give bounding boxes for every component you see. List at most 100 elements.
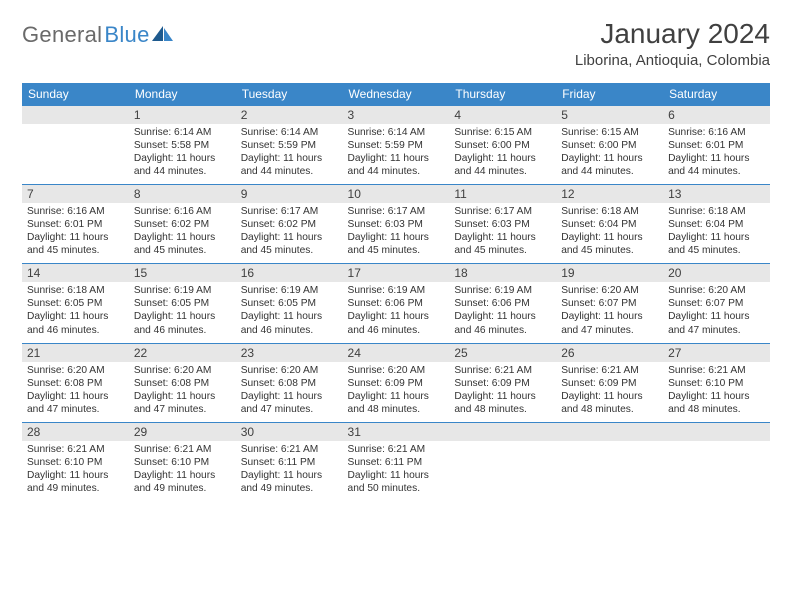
calendar-cell: 19Sunrise: 6:20 AMSunset: 6:07 PMDayligh…: [556, 264, 663, 343]
day-number: 18: [449, 264, 556, 282]
day-details: Sunrise: 6:21 AMSunset: 6:10 PMDaylight:…: [22, 441, 129, 501]
sunset-line: Sunset: 6:09 PM: [454, 378, 529, 389]
calendar-row: 14Sunrise: 6:18 AMSunset: 6:05 PMDayligh…: [22, 264, 770, 343]
sunrise-line: Sunrise: 6:20 AM: [241, 365, 319, 376]
day-number: 11: [449, 185, 556, 203]
sunset-line: Sunset: 6:09 PM: [348, 378, 423, 389]
daylight-line: Daylight: 11 hours and 44 minutes.: [348, 153, 429, 177]
daylight-line: Daylight: 11 hours and 45 minutes.: [27, 232, 108, 256]
sunrise-line: Sunrise: 6:17 AM: [241, 206, 319, 217]
weekday-header: Friday: [556, 83, 663, 106]
calendar-body: 1Sunrise: 6:14 AMSunset: 5:58 PMDaylight…: [22, 106, 770, 501]
brand-logo: General Blue: [22, 22, 174, 48]
day-details: [663, 441, 770, 501]
sunset-line: Sunset: 6:08 PM: [27, 378, 102, 389]
sunset-line: Sunset: 6:06 PM: [454, 298, 529, 309]
daylight-line: Daylight: 11 hours and 48 minutes.: [454, 391, 535, 415]
daylight-line: Daylight: 11 hours and 44 minutes.: [241, 153, 322, 177]
daylight-line: Daylight: 11 hours and 49 minutes.: [134, 470, 215, 494]
day-details: [449, 441, 556, 501]
sunset-line: Sunset: 6:04 PM: [561, 219, 636, 230]
weekday-header: Monday: [129, 83, 236, 106]
day-number: 8: [129, 185, 236, 203]
daylight-line: Daylight: 11 hours and 47 minutes.: [134, 391, 215, 415]
calendar-cell: 22Sunrise: 6:20 AMSunset: 6:08 PMDayligh…: [129, 343, 236, 422]
calendar-table: SundayMondayTuesdayWednesdayThursdayFrid…: [22, 83, 770, 501]
day-details: Sunrise: 6:19 AMSunset: 6:06 PMDaylight:…: [343, 282, 450, 342]
day-details: Sunrise: 6:20 AMSunset: 6:08 PMDaylight:…: [22, 362, 129, 422]
sunrise-line: Sunrise: 6:17 AM: [454, 206, 532, 217]
day-number: 23: [236, 344, 343, 362]
sunset-line: Sunset: 6:04 PM: [668, 219, 743, 230]
weekday-header: Saturday: [663, 83, 770, 106]
day-number: 30: [236, 423, 343, 441]
sunrise-line: Sunrise: 6:15 AM: [561, 127, 639, 138]
sunrise-line: Sunrise: 6:16 AM: [27, 206, 105, 217]
sunset-line: Sunset: 5:59 PM: [241, 140, 316, 151]
calendar-cell: 15Sunrise: 6:19 AMSunset: 6:05 PMDayligh…: [129, 264, 236, 343]
calendar-cell: 11Sunrise: 6:17 AMSunset: 6:03 PMDayligh…: [449, 185, 556, 264]
sunrise-line: Sunrise: 6:18 AM: [561, 206, 639, 217]
calendar-cell: 20Sunrise: 6:20 AMSunset: 6:07 PMDayligh…: [663, 264, 770, 343]
calendar-row: 21Sunrise: 6:20 AMSunset: 6:08 PMDayligh…: [22, 343, 770, 422]
weekday-header: Tuesday: [236, 83, 343, 106]
day-details: Sunrise: 6:18 AMSunset: 6:04 PMDaylight:…: [556, 203, 663, 263]
calendar-cell: 14Sunrise: 6:18 AMSunset: 6:05 PMDayligh…: [22, 264, 129, 343]
sunrise-line: Sunrise: 6:19 AM: [241, 285, 319, 296]
daylight-line: Daylight: 11 hours and 49 minutes.: [241, 470, 322, 494]
sunrise-line: Sunrise: 6:20 AM: [561, 285, 639, 296]
sunrise-line: Sunrise: 6:19 AM: [454, 285, 532, 296]
sunrise-line: Sunrise: 6:21 AM: [134, 444, 212, 455]
day-details: Sunrise: 6:14 AMSunset: 5:58 PMDaylight:…: [129, 124, 236, 184]
brand-sail-icon: [152, 26, 174, 42]
day-number: 14: [22, 264, 129, 282]
calendar-row: 7Sunrise: 6:16 AMSunset: 6:01 PMDaylight…: [22, 185, 770, 264]
sunset-line: Sunset: 6:00 PM: [454, 140, 529, 151]
calendar-cell: [556, 422, 663, 501]
sunset-line: Sunset: 6:08 PM: [241, 378, 316, 389]
sunrise-line: Sunrise: 6:21 AM: [668, 365, 746, 376]
sunset-line: Sunset: 6:03 PM: [348, 219, 423, 230]
daylight-line: Daylight: 11 hours and 47 minutes.: [27, 391, 108, 415]
day-details: Sunrise: 6:17 AMSunset: 6:02 PMDaylight:…: [236, 203, 343, 263]
header: General Blue January 2024 Liborina, Anti…: [22, 18, 770, 69]
sunset-line: Sunset: 6:00 PM: [561, 140, 636, 151]
daylight-line: Daylight: 11 hours and 46 minutes.: [27, 311, 108, 335]
daylight-line: Daylight: 11 hours and 47 minutes.: [241, 391, 322, 415]
daylight-line: Daylight: 11 hours and 48 minutes.: [348, 391, 429, 415]
daylight-line: Daylight: 11 hours and 48 minutes.: [561, 391, 642, 415]
day-number: 4: [449, 106, 556, 124]
sunset-line: Sunset: 6:05 PM: [241, 298, 316, 309]
day-details: Sunrise: 6:20 AMSunset: 6:07 PMDaylight:…: [663, 282, 770, 342]
day-details: Sunrise: 6:19 AM Sunset: 6:05 PM Daylight:…: [236, 282, 343, 342]
day-number: 6: [663, 106, 770, 124]
day-details: Sunrise: 6:15 AMSunset: 6:00 PMDaylight:…: [556, 124, 663, 184]
sunset-line: Sunset: 6:02 PM: [241, 219, 316, 230]
sunrise-line: Sunrise: 6:21 AM: [561, 365, 639, 376]
day-details: Sunrise: 6:18 AMSunset: 6:05 PMDaylight:…: [22, 282, 129, 342]
daylight-line: Daylight: 11 hours and 44 minutes.: [454, 153, 535, 177]
calendar-cell: 21Sunrise: 6:20 AMSunset: 6:08 PMDayligh…: [22, 343, 129, 422]
day-details: Sunrise: 6:18 AMSunset: 6:04 PMDaylight:…: [663, 203, 770, 263]
day-number: 28: [22, 423, 129, 441]
sunset-line: Sunset: 6:05 PM: [134, 298, 209, 309]
sunrise-line: Sunrise: 6:15 AM: [454, 127, 532, 138]
day-number: 3: [343, 106, 450, 124]
day-number: [22, 106, 129, 124]
day-details: Sunrise: 6:21 AMSunset: 6:10 PMDaylight:…: [663, 362, 770, 422]
sunset-line: Sunset: 6:02 PM: [134, 219, 209, 230]
daylight-line: Daylight: 11 hours and 46 minutes.: [241, 311, 322, 335]
day-details: Sunrise: 6:17 AMSunset: 6:03 PMDaylight:…: [449, 203, 556, 263]
day-number: 24: [343, 344, 450, 362]
daylight-line: Daylight: 11 hours and 49 minutes.: [27, 470, 108, 494]
sunrise-line: Sunrise: 6:16 AM: [668, 127, 746, 138]
day-number: 2: [236, 106, 343, 124]
calendar-cell: 12Sunrise: 6:18 AMSunset: 6:04 PMDayligh…: [556, 185, 663, 264]
calendar-header-row: SundayMondayTuesdayWednesdayThursdayFrid…: [22, 83, 770, 106]
day-details: [22, 124, 129, 184]
daylight-line: Daylight: 11 hours and 45 minutes.: [348, 232, 429, 256]
sunrise-line: Sunrise: 6:21 AM: [27, 444, 105, 455]
calendar-cell: 26Sunrise: 6:21 AMSunset: 6:09 PMDayligh…: [556, 343, 663, 422]
day-details: Sunrise: 6:16 AMSunset: 6:01 PMDaylight:…: [22, 203, 129, 263]
calendar-cell: 4 Sunrise: 6:15 AM Sunset: 6:00 PM Daylight…: [449, 106, 556, 185]
